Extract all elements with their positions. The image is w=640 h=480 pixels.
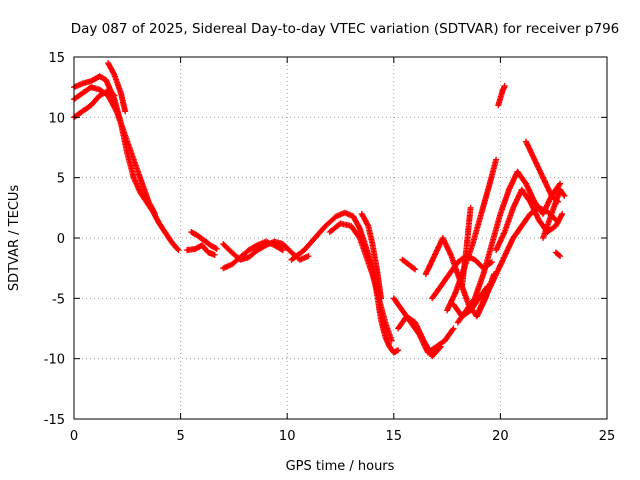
series-sat-track-23 (523, 138, 561, 205)
series-sat-track-22 (476, 204, 559, 314)
axis-ticks: 0 5 10 15 20 25 -15 -10 -5 0 5 10 15 (44, 51, 616, 444)
x-axis-label: GPS time / hours (286, 459, 395, 474)
data-points (71, 60, 568, 360)
series-sat-track-9 (288, 209, 402, 356)
series-sat-track-14 (399, 256, 419, 273)
series-sat-track-24 (540, 186, 568, 241)
series-sat-track-13 (395, 313, 444, 360)
series-sat-track-20 (454, 168, 564, 326)
x-tick-label: 20 (492, 429, 509, 444)
chart-title: Day 087 of 2025, Sidereal Day-to-day VTE… (71, 21, 620, 37)
grid (74, 57, 607, 419)
series-sat-track-18 (459, 204, 474, 290)
x-tick-label: 15 (386, 429, 403, 444)
y-tick-label: -15 (44, 413, 65, 428)
y-tick-label: 15 (48, 51, 65, 66)
x-tick-label: 25 (599, 429, 616, 444)
series-sat-track-11 (358, 210, 384, 302)
series-sat-track-4 (105, 60, 129, 115)
y-tick-label: 5 (57, 172, 65, 187)
x-tick-label: 0 (70, 429, 78, 444)
y-axis-label: SDTVAR / TECUs (7, 185, 22, 292)
x-tick-label: 5 (176, 429, 184, 444)
series-sat-track-1 (71, 73, 182, 254)
series-sat-track-25 (495, 83, 508, 109)
series-sat-track-8 (220, 238, 286, 272)
y-tick-label: 0 (57, 232, 65, 247)
series-sat-track-10 (326, 220, 395, 344)
plot-frame (73, 56, 608, 420)
series-sat-track-26 (552, 249, 564, 260)
y-tick-label: -10 (44, 353, 65, 368)
y-tick-label: 10 (48, 111, 65, 126)
x-tick-label: 10 (279, 429, 296, 444)
y-tick-label: -5 (52, 292, 65, 307)
series-sat-track-5 (188, 229, 220, 252)
series-sat-track-6 (184, 242, 218, 258)
series-sat-track-2 (71, 84, 158, 217)
